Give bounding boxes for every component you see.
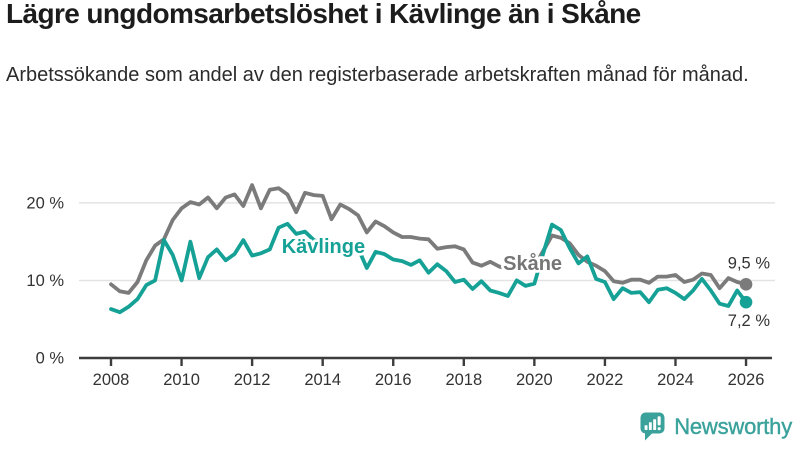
skane-series-label: Skåne [503, 252, 562, 275]
x-axis-tick-label: 2018 [445, 371, 482, 389]
kavlinge-series-label: Kävlinge [282, 236, 365, 258]
y-axis-tick-label: 10 % [26, 272, 64, 290]
x-axis-tick-label: 2016 [375, 371, 412, 389]
page-title: Lägre ungdomsarbetslöshet i Kävlinge än … [6, 0, 641, 29]
skane-end-value-label: 9,5 % [728, 254, 771, 272]
newsworthy-bubble-chart-icon [640, 412, 665, 441]
newsworthy-wordmark: Newsworthy [674, 414, 792, 439]
x-axis-tick-label: 2010 [163, 371, 200, 389]
x-axis-tick-label: 2008 [93, 371, 130, 389]
x-axis-tick-label: 2020 [516, 371, 553, 389]
newsworthy-logo: Newsworthy [640, 412, 792, 442]
x-axis-tick-label: 2026 [728, 371, 765, 389]
x-axis-tick-label: 2024 [657, 371, 694, 389]
skane-end-dot [739, 278, 753, 291]
skane-line [109, 183, 748, 295]
x-axis-tick-label: 2012 [234, 371, 271, 389]
x-axis-tick-label: 2022 [587, 371, 624, 389]
kavlinge-line [109, 221, 748, 315]
kavlinge-end-value-label: 7,2 % [728, 312, 771, 330]
kavlinge-end-dot [739, 295, 753, 309]
page-subtitle: Arbetssökande som andel av den registerb… [6, 64, 749, 86]
y-axis-tick-label: 20 % [26, 194, 64, 212]
y-axis-tick-label: 0 % [36, 350, 65, 368]
x-axis-tick-label: 2014 [304, 371, 341, 389]
